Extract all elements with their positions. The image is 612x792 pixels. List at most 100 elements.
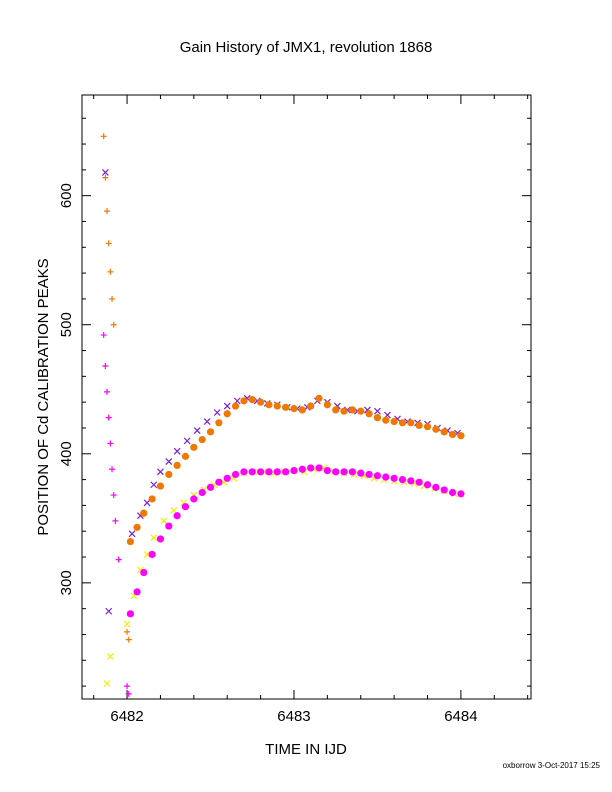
- series-2-fit-point: [206, 428, 215, 436]
- series-4-fit-point: [190, 495, 198, 503]
- series-4-fit-point: [156, 535, 165, 543]
- series-2-fit-point: [357, 407, 365, 415]
- series-2-fit-point: [133, 523, 141, 531]
- series-2-fit-point: [298, 406, 306, 414]
- series-4-fit-point: [198, 488, 206, 497]
- series-3-point: [103, 680, 111, 687]
- series-3-point: [123, 620, 131, 628]
- series-4-point: [124, 683, 131, 690]
- series-2-fit-point: [165, 470, 173, 479]
- series-2-point: [100, 133, 107, 140]
- series-4-fit-point: [282, 468, 290, 476]
- series-3-point: [106, 652, 114, 660]
- series-2-fit-point: [315, 394, 323, 402]
- series-2-fit-point: [440, 428, 448, 436]
- series-2-point: [109, 295, 116, 302]
- series-4-fit-point: [133, 588, 141, 596]
- series-4-point: [107, 440, 114, 447]
- series-4-fit-point: [240, 468, 248, 476]
- series-4-fit-point: [382, 473, 390, 481]
- series-4-fit-point: [457, 490, 465, 498]
- series-4-fit-point: [215, 478, 223, 486]
- series-4-fit-point: [126, 610, 135, 618]
- series-4-fit-point: [165, 522, 173, 530]
- series-2-fit-point: [432, 425, 440, 433]
- series-2-fit-point: [223, 410, 231, 418]
- series-2-point: [104, 208, 111, 215]
- series-4-fit-point: [423, 481, 432, 489]
- series-4-point: [125, 690, 132, 697]
- series-4-point: [115, 556, 122, 563]
- series-4-fit-point: [348, 468, 357, 476]
- series-4-fit-point: [256, 468, 265, 476]
- series-2-fit-point: [173, 461, 181, 470]
- series-4-point: [104, 388, 111, 395]
- series-4-fit-point: [148, 550, 156, 559]
- series-1-point: [203, 418, 211, 425]
- series-2-fit-point: [390, 417, 398, 426]
- series-1-point: [150, 481, 158, 489]
- series-4-point: [105, 414, 112, 421]
- axis-ticks: [82, 95, 531, 699]
- series-2-fit-point: [198, 435, 206, 444]
- y-tick-label: 600: [58, 183, 75, 208]
- series-2-fit-point: [415, 421, 423, 429]
- series-2-fit-point: [148, 495, 156, 503]
- series-1-point: [374, 407, 381, 415]
- series-2-fit-point: [126, 537, 135, 546]
- series-2-fit-point: [290, 405, 298, 413]
- series-4-fit-point: [307, 464, 315, 472]
- series-3-point: [150, 534, 158, 542]
- series-4-point: [110, 492, 117, 499]
- series-2-fit-point: [407, 419, 415, 427]
- series-2-fit-point: [423, 423, 432, 431]
- series-4-fit-point: [390, 474, 398, 482]
- series-2-point: [110, 321, 117, 328]
- series-2-fit-point: [273, 402, 281, 410]
- plot-frame: [81, 94, 532, 700]
- series-4-point: [109, 466, 116, 473]
- series-2-fit-point: [382, 416, 390, 424]
- series-4-point: [102, 363, 109, 370]
- series-4-fit-point: [173, 512, 181, 520]
- series-2-fit-point: [348, 406, 357, 414]
- series-2-fit-point: [231, 402, 240, 410]
- series-2-point: [124, 628, 131, 635]
- series-2-point: [102, 174, 109, 181]
- series-1-point: [173, 447, 181, 455]
- series-3-point: [160, 517, 168, 525]
- series-2-point: [107, 268, 114, 275]
- series-4-fit-point: [265, 468, 273, 476]
- series-1-point: [165, 458, 173, 465]
- series-4-fit-point: [332, 468, 340, 476]
- series-1-point: [213, 409, 221, 416]
- series-4-fit-point: [407, 477, 415, 485]
- y-tick-label: 500: [58, 312, 75, 337]
- series-4-fit-point: [223, 474, 231, 482]
- series-4-fit-point: [273, 468, 281, 476]
- series-1-point: [128, 530, 136, 538]
- series-2-fit-point: [373, 414, 382, 422]
- series-4-fit-point: [323, 466, 331, 475]
- series-4-fit-point: [290, 466, 298, 475]
- series-2-fit-point: [365, 410, 373, 418]
- series-1-point: [223, 402, 231, 410]
- series-2-fit-point: [181, 452, 190, 460]
- series-2-fit-point: [190, 443, 198, 451]
- series-2-fit-point: [332, 406, 340, 414]
- series-4-point: [112, 517, 119, 524]
- series-4-fit-point: [181, 503, 190, 511]
- series-3-point: [143, 551, 151, 558]
- x-axis-label: TIME IN IJD: [265, 741, 347, 758]
- y-tick-label: 400: [58, 441, 75, 466]
- series-1-point: [193, 427, 201, 434]
- series-4-fit-point: [365, 470, 373, 479]
- series-4-fit-point: [298, 465, 306, 473]
- footer-credit: oxborrow 3-Oct-2017 15:25: [503, 761, 601, 770]
- series-2-fit-point: [457, 432, 465, 440]
- series-2-fit-point: [215, 419, 223, 427]
- series-4-fit-point: [231, 470, 240, 479]
- series-4-fit-point: [432, 483, 440, 491]
- x-tick-label: 6483: [277, 708, 310, 725]
